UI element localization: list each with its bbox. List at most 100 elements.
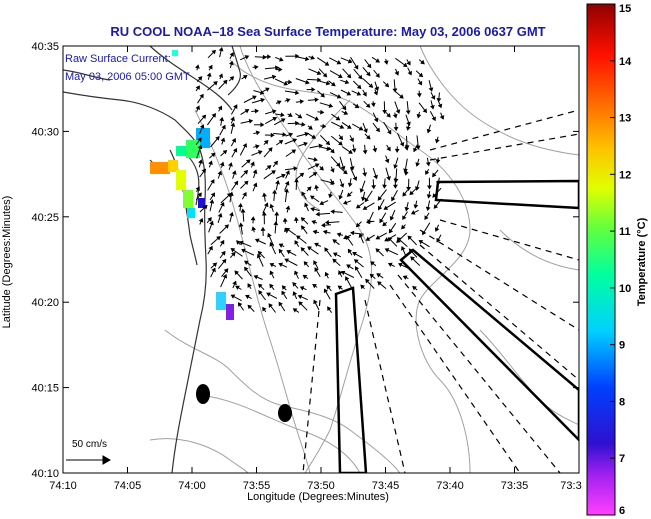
annotation-line-1: Raw Surface Current: [65, 53, 171, 65]
current-vector-head [393, 184, 398, 189]
current-vector-head [269, 283, 274, 289]
current-vector-head [211, 113, 216, 118]
current-vector-head [346, 264, 351, 269]
current-vector-head [394, 71, 400, 76]
current-vector-head [402, 275, 408, 280]
current-vector-head [365, 103, 371, 108]
colorbar-ramp [586, 3, 616, 516]
current-vector-head [263, 140, 269, 145]
colorbar-tick-label: 13 [619, 113, 631, 125]
map-plot-area: Raw Surface Current: May 03, 2006 05:00 … [63, 46, 579, 473]
current-vector-head [284, 258, 290, 263]
current-vector-head [436, 98, 442, 103]
current-vector-head [319, 165, 324, 171]
current-vector-head [310, 55, 316, 60]
current-vector-head [245, 159, 251, 164]
current-vector-head [314, 242, 319, 247]
current-vector-head [347, 248, 353, 254]
current-vector-head [233, 104, 238, 109]
current-vector-head [307, 246, 312, 251]
current-vector-head [314, 97, 319, 103]
current-vector-head [266, 292, 271, 297]
sst-patch [183, 190, 193, 208]
x-tick-label: 73:45 [372, 480, 400, 492]
colorbar-label: Temperature (°C) [636, 217, 648, 306]
current-vector-head [254, 108, 259, 114]
current-vector-head [251, 226, 257, 231]
x-tick-label: 74:10 [49, 480, 77, 492]
current-vector-head [261, 211, 267, 216]
current-vector-head [260, 97, 265, 103]
current-vector-head [195, 105, 201, 110]
current-vector-head [393, 164, 399, 169]
current-vector-head [288, 79, 293, 85]
current-vector-head [377, 281, 382, 286]
y-tick-label: 40:25 [31, 212, 59, 224]
current-vector-head [418, 72, 424, 78]
current-vector-head [228, 191, 234, 197]
current-vector-head [391, 196, 396, 202]
current-vector-head [346, 192, 352, 197]
current-vector-head [415, 162, 420, 167]
current-vector-head [365, 278, 370, 284]
current-vector-head [375, 58, 381, 63]
sst-patch [168, 160, 178, 172]
current-vector-head [437, 103, 443, 109]
current-vector-head [373, 117, 379, 123]
current-vector-head [219, 116, 225, 122]
current-vector-head [351, 148, 357, 153]
current-vector-head [436, 237, 441, 243]
current-vector-head [229, 52, 234, 57]
colorbar-tick-label: 12 [619, 169, 631, 181]
current-vector-head [260, 122, 265, 128]
current-vector-head [217, 105, 223, 111]
current-vector-head [285, 170, 290, 175]
current-vector-head [271, 74, 277, 80]
current-vector-head [324, 271, 330, 277]
current-vector-head [286, 249, 292, 255]
current-vector-head [244, 266, 249, 272]
current-vector-head [203, 204, 208, 210]
current-vector-head [323, 288, 329, 294]
current-vector-head [272, 116, 278, 122]
current-vector-head [338, 195, 344, 200]
current-vector-head [294, 178, 299, 183]
current-vector-head [407, 70, 412, 76]
current-vector-head [255, 144, 260, 149]
current-vector-head [219, 239, 225, 245]
current-vector-head [337, 285, 343, 290]
current-vector-head [292, 291, 298, 296]
current-vector-head [195, 85, 200, 91]
y-tick-label: 40:15 [31, 383, 59, 395]
current-vector-head [436, 181, 441, 186]
current-vector-head [252, 182, 258, 188]
current-vector-head [254, 238, 260, 243]
colorbar-tick-label: 9 [619, 340, 625, 352]
current-vector-head [386, 113, 391, 118]
current-vector-head [262, 192, 267, 197]
colorbar-tick-label: 15 [619, 3, 631, 15]
current-vector-head [243, 170, 249, 175]
x-tick-label: 74:05 [114, 480, 142, 492]
current-vector-head [278, 262, 284, 267]
current-vector-head [275, 65, 280, 71]
current-vector-head [362, 205, 368, 210]
current-vector-head [301, 121, 306, 127]
current-vector-head [355, 222, 361, 228]
current-vector-head [237, 302, 243, 307]
current-vector-head [326, 285, 331, 290]
current-vector-head [343, 110, 349, 115]
current-vector-head [319, 200, 325, 206]
current-vector-head [219, 161, 225, 167]
sst-patch [187, 208, 195, 218]
current-vector-head [278, 67, 283, 72]
current-vector-head [220, 201, 225, 207]
current-vector-head [322, 123, 327, 129]
current-vector-head [403, 171, 409, 176]
current-vector-head [332, 258, 337, 264]
current-vector-head [413, 204, 419, 209]
current-vector-head [363, 128, 368, 134]
radar-range-lines [302, 109, 579, 473]
current-vector-head [266, 165, 272, 170]
colorbar-tick-label: 11 [619, 226, 631, 238]
